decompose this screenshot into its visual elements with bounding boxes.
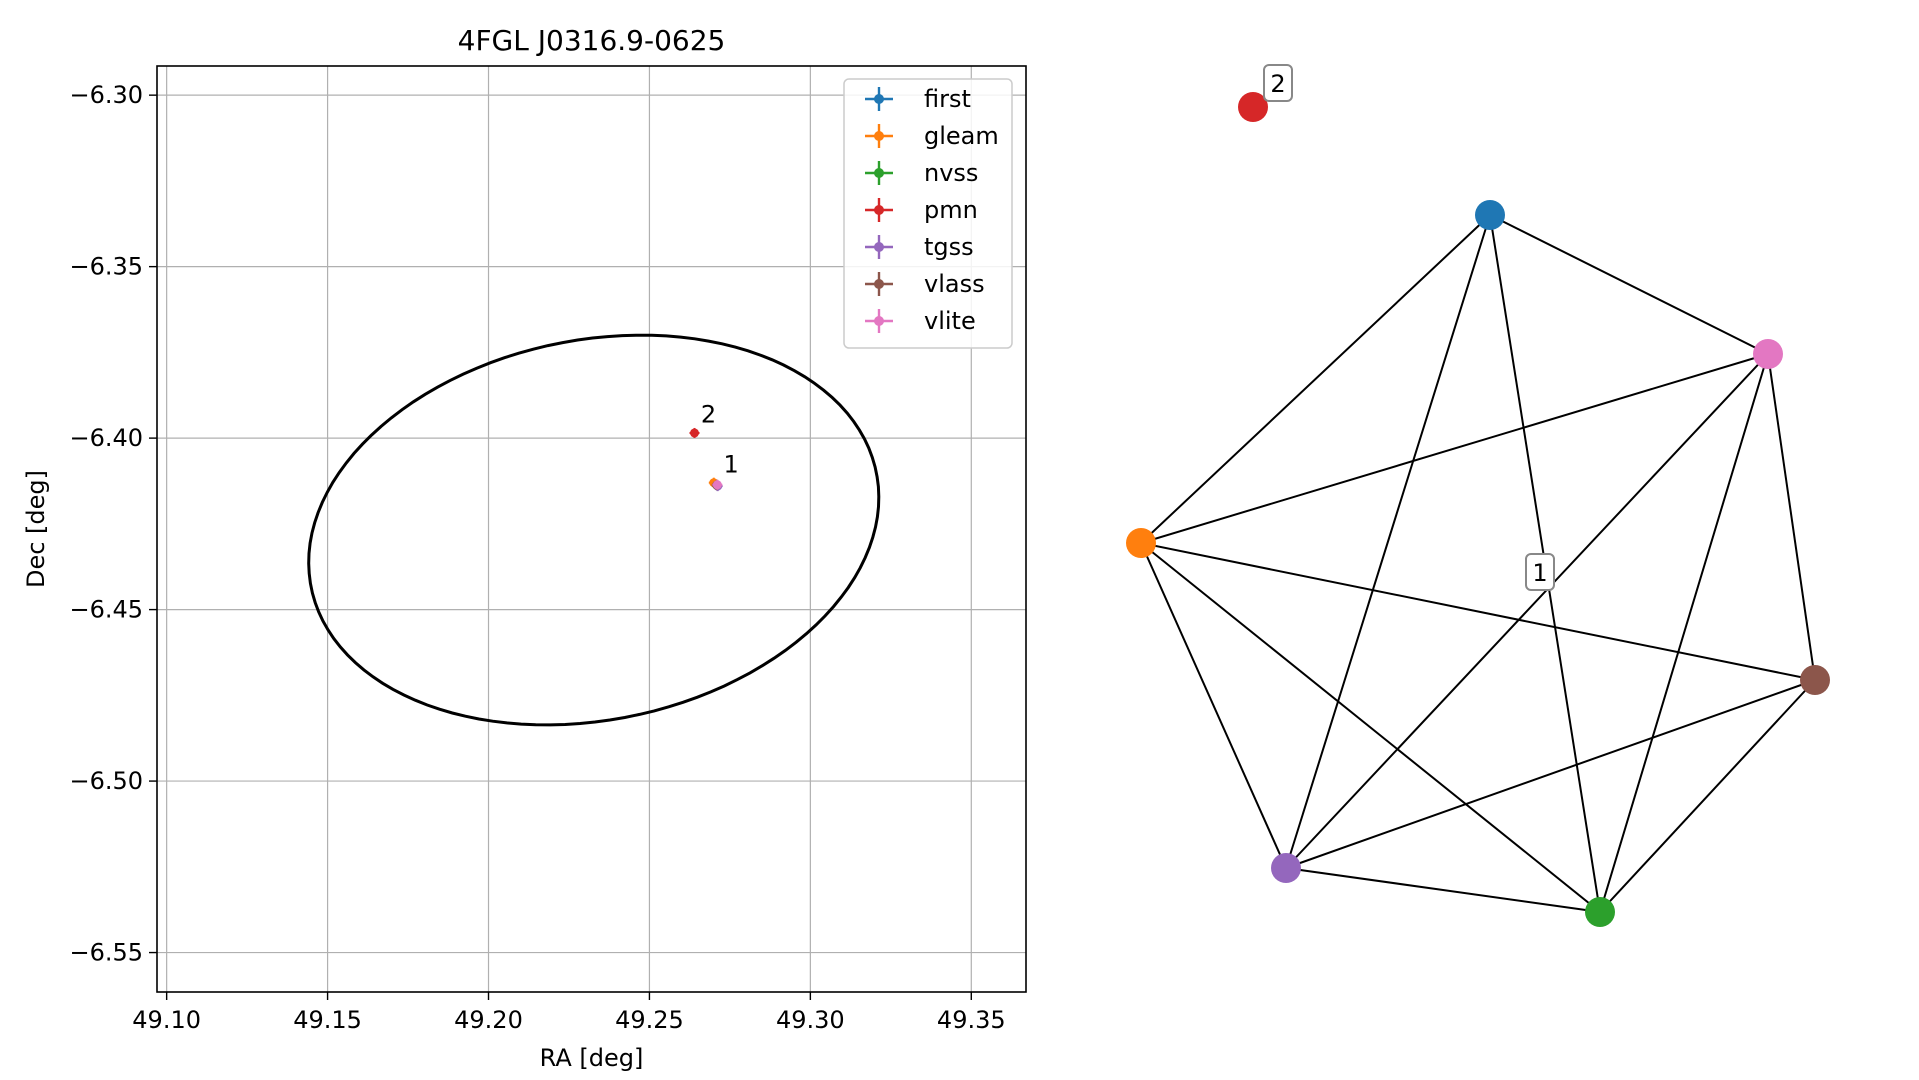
x-tick-label: 49.30	[776, 1006, 845, 1034]
y-tick-label: −6.50	[69, 767, 143, 795]
group-label-text: 1	[1532, 559, 1547, 587]
edge-tgss-vlass	[1285, 679, 1816, 869]
edge-first-gleam	[1140, 214, 1491, 544]
error-ellipse	[307, 333, 881, 727]
node-gleam	[1126, 528, 1156, 558]
y-tick-label: −6.40	[69, 424, 143, 452]
node-vlite	[1753, 339, 1783, 369]
annotation-label: 1	[723, 450, 738, 478]
x-tick-label: 49.20	[454, 1006, 523, 1034]
legend-box	[843, 78, 1013, 349]
legend-label: vlass	[924, 270, 985, 298]
group-label-text: 2	[1270, 70, 1285, 98]
edge-vlite-nvss	[1599, 353, 1769, 913]
catalog-points	[689, 427, 723, 492]
x-axis-label: RA [deg]	[540, 1044, 644, 1072]
node-vlass	[1800, 665, 1830, 695]
axis-ticks: 49.10 49.15 49.20 49.25 49.30 49.35 −6.30 −6.35…	[69, 81, 1005, 1034]
edge-first-vlite	[1489, 214, 1769, 355]
crossmatch-graph: 12	[1126, 64, 1830, 927]
error-ellipse-layer	[307, 333, 881, 727]
legend: first gleam nvss pmn tgss vlass vlite	[843, 78, 1013, 349]
chart-title: 4FGL J0316.9-0625	[458, 24, 726, 57]
legend-item-first: first	[865, 85, 971, 113]
edge-gleam-nvss	[1140, 542, 1601, 913]
edge-gleam-tgss	[1140, 542, 1287, 869]
edge-tgss-nvss	[1285, 867, 1601, 913]
edge-vlite-vlass	[1767, 353, 1816, 681]
y-tick-label: −6.30	[69, 81, 143, 109]
legend-item-tgss: tgss	[865, 233, 974, 261]
point-pmn	[689, 427, 700, 438]
edge-vlite-tgss	[1285, 353, 1769, 869]
legend-label: pmn	[924, 196, 978, 224]
grid-lines	[157, 66, 1026, 992]
legend-item-pmn: pmn	[865, 196, 978, 224]
legend-label: nvss	[924, 159, 978, 187]
legend-label: tgss	[924, 233, 974, 261]
legend-item-vlite: vlite	[865, 307, 976, 335]
legend-label: vlite	[924, 307, 976, 335]
legend-item-gleam: gleam	[865, 122, 999, 150]
group-label-pmn: 2	[1263, 64, 1293, 102]
node-tgss	[1271, 853, 1301, 883]
x-tick-label: 49.15	[293, 1006, 362, 1034]
node-pmn	[1238, 92, 1268, 122]
node-first	[1475, 200, 1505, 230]
legend-item-nvss: nvss	[865, 159, 978, 187]
plot-frame	[156, 65, 1027, 993]
node-nvss	[1585, 897, 1615, 927]
y-tick-label: −6.55	[69, 939, 143, 967]
legend-item-vlass: vlass	[865, 270, 985, 298]
annotation-label: 2	[701, 401, 716, 429]
x-tick-label: 49.35	[937, 1006, 1006, 1034]
edge-gleam-vlass	[1140, 542, 1816, 681]
y-tick-label: −6.35	[69, 253, 143, 281]
graph-group-labels: 12	[1263, 64, 1555, 591]
edge-first-tgss	[1285, 214, 1491, 869]
y-tick-label: −6.45	[69, 596, 143, 624]
legend-label: gleam	[924, 122, 999, 150]
x-tick-label: 49.25	[615, 1006, 684, 1034]
point-annotations: 21	[701, 401, 739, 479]
edge-nvss-vlass	[1599, 679, 1816, 913]
graph-nodes	[1126, 92, 1830, 927]
edge-vlite-gleam	[1140, 353, 1769, 544]
point-vlite	[712, 479, 723, 490]
group-label-cluster: 1	[1525, 553, 1555, 591]
y-axis-label: Dec [deg]	[22, 470, 50, 588]
x-tick-label: 49.10	[132, 1006, 201, 1034]
sky-position-plot: 21 49.10 49.15 49.20 49.25 49.30 49.35 −6.30 −6…	[22, 24, 1027, 1072]
legend-label: first	[924, 85, 971, 113]
graph-edges	[1140, 214, 1816, 913]
